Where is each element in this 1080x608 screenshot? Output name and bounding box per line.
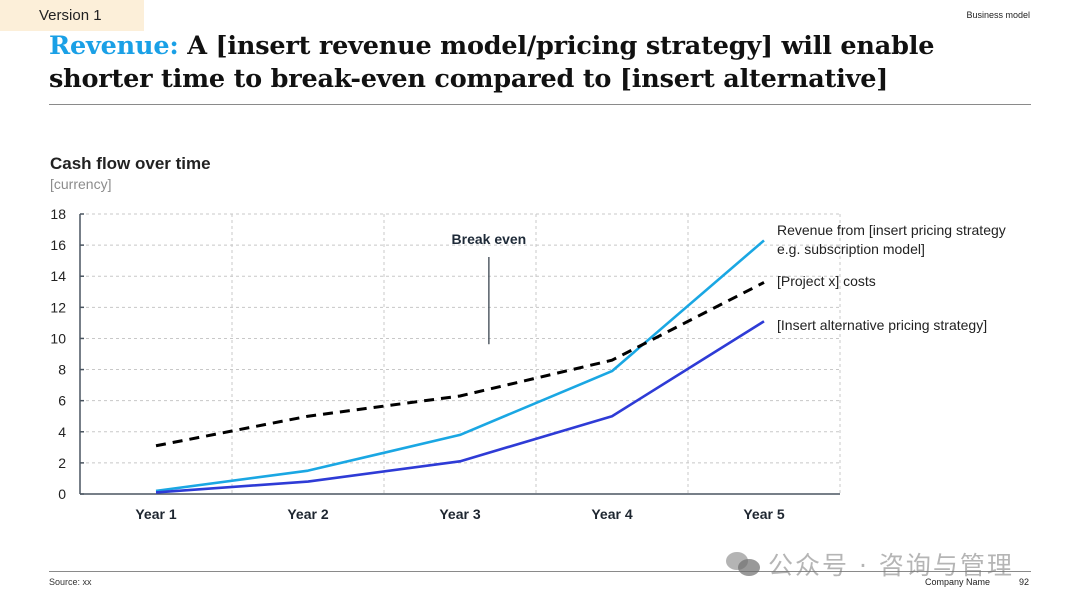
series-lines [155, 239, 765, 494]
break-even-label: Break even [452, 231, 527, 247]
page-title: Revenue: A [insert revenue model/pricing… [49, 30, 1039, 96]
x-axis-ticks: Year 1 Year 2 Year 3 Year 4 Year 5 [135, 506, 784, 522]
footer-divider [49, 571, 1031, 572]
y-tick-label: 6 [58, 393, 66, 409]
page-number: 92 [1019, 577, 1030, 587]
series-label-costs-line: [Project x] costs [777, 273, 876, 289]
series-label-alternative-line: [Insert alternative pricing strategy] [777, 317, 987, 333]
y-tick-label: 8 [58, 362, 66, 378]
chart-unit: [currency] [50, 176, 112, 192]
series-labels: Revenue from [insert pricing strategy e.g… [777, 222, 1006, 333]
series-label-revenue-line: Revenue from [insert pricing strategy [777, 222, 1006, 238]
y-tick-label: 2 [58, 455, 66, 471]
x-tick-label: Year 1 [135, 506, 176, 522]
x-tick-label: Year 5 [743, 506, 784, 522]
y-tick-label: 18 [50, 206, 66, 222]
y-tick-label: 4 [58, 424, 66, 440]
y-tick-label: 0 [58, 486, 66, 502]
series-line-revenue [155, 239, 765, 493]
title-accent: Revenue: [49, 31, 179, 61]
title-divider [49, 104, 1031, 105]
chart-title: Cash flow over time [50, 154, 211, 173]
wechat-icon [726, 550, 762, 578]
series-label-revenue-line: e.g. subscription model] [777, 241, 925, 257]
x-tick-label: Year 3 [439, 506, 480, 522]
x-tick-label: Year 2 [287, 506, 328, 522]
watermark-text: 公众号 · 咨询与管理 [768, 551, 1014, 580]
y-axis-ticks: 0 2 4 6 8 10 12 14 16 18 [50, 206, 66, 502]
annotations: Break even [452, 231, 527, 345]
y-tick-label: 12 [50, 299, 66, 315]
y-tick-label: 14 [50, 268, 66, 284]
title-text: A [insert revenue model/pricing strategy… [49, 31, 935, 94]
version-label: Version 1 [39, 7, 102, 24]
series-line-alternative [155, 320, 765, 494]
section-label: Business model [966, 10, 1030, 20]
y-tick-label: 10 [50, 330, 66, 346]
x-tick-label: Year 4 [591, 506, 632, 522]
y-tick-label: 16 [50, 237, 66, 253]
company-name: Company Name [925, 577, 991, 587]
axes [79, 213, 840, 495]
source-note: Source: xx [49, 577, 92, 587]
watermark: 公众号 · 咨询与管理 [726, 546, 1014, 582]
version-tag: Version 1 [0, 0, 144, 31]
grid [80, 213, 841, 494]
